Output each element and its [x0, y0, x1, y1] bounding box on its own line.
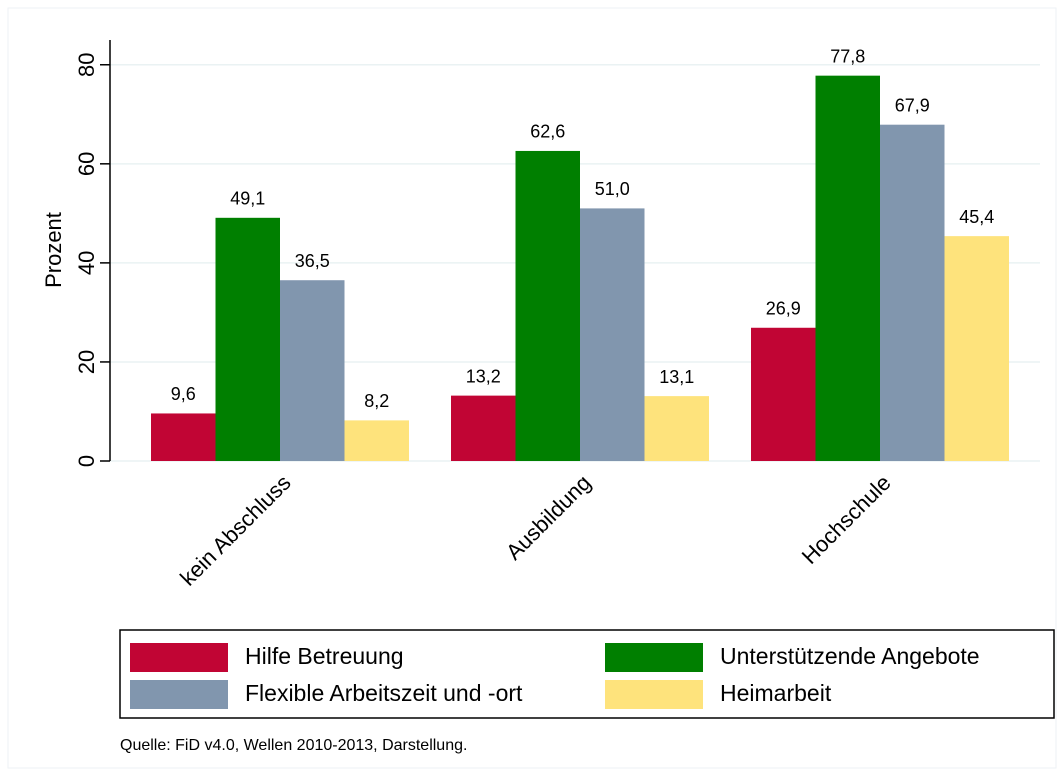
- bar: [644, 396, 709, 461]
- value-label: 62,6: [530, 122, 565, 142]
- bar: [815, 75, 880, 461]
- value-label: 67,9: [895, 95, 930, 115]
- bar: [215, 217, 280, 461]
- legend-swatch: [130, 680, 228, 709]
- bar: [151, 413, 216, 461]
- bar: [580, 208, 645, 461]
- legend-label: Hilfe Betreuung: [245, 643, 404, 669]
- y-tick-label: 40: [74, 251, 99, 275]
- value-label: 8,2: [364, 391, 389, 411]
- y-tick-label: 60: [74, 152, 99, 176]
- legend-label: Flexible Arbeitszeit und -ort: [245, 680, 523, 706]
- value-label: 77,8: [830, 46, 865, 66]
- y-tick-label: 0: [74, 455, 99, 467]
- bar: [880, 124, 945, 461]
- bar: [280, 280, 345, 461]
- legend-swatch: [130, 643, 228, 672]
- legend-label: Unterstützende Angebote: [720, 643, 980, 669]
- value-label: 45,4: [959, 207, 994, 227]
- bar: [451, 395, 516, 461]
- legend-box: [119, 629, 1055, 719]
- y-tick-label: 20: [74, 350, 99, 374]
- y-axis-label: Prozent: [41, 212, 66, 288]
- legend-label: Heimarbeit: [720, 680, 832, 706]
- value-label: 26,9: [766, 299, 801, 319]
- y-tick-label: 80: [74, 53, 99, 77]
- source-note: Quelle: FiD v4.0, Wellen 2010-2013, Dars…: [120, 737, 467, 754]
- bar: [344, 420, 409, 461]
- value-label: 49,1: [230, 189, 265, 209]
- value-label: 51,0: [595, 179, 630, 199]
- bar: [515, 150, 580, 462]
- value-label: 36,5: [295, 251, 330, 271]
- bar: [751, 327, 816, 461]
- value-label: 13,1: [659, 367, 694, 387]
- value-label: 13,2: [466, 366, 501, 386]
- legend-swatch: [605, 643, 703, 672]
- legend-swatch: [605, 680, 703, 709]
- value-label: 9,6: [171, 384, 196, 404]
- bar: [944, 236, 1009, 461]
